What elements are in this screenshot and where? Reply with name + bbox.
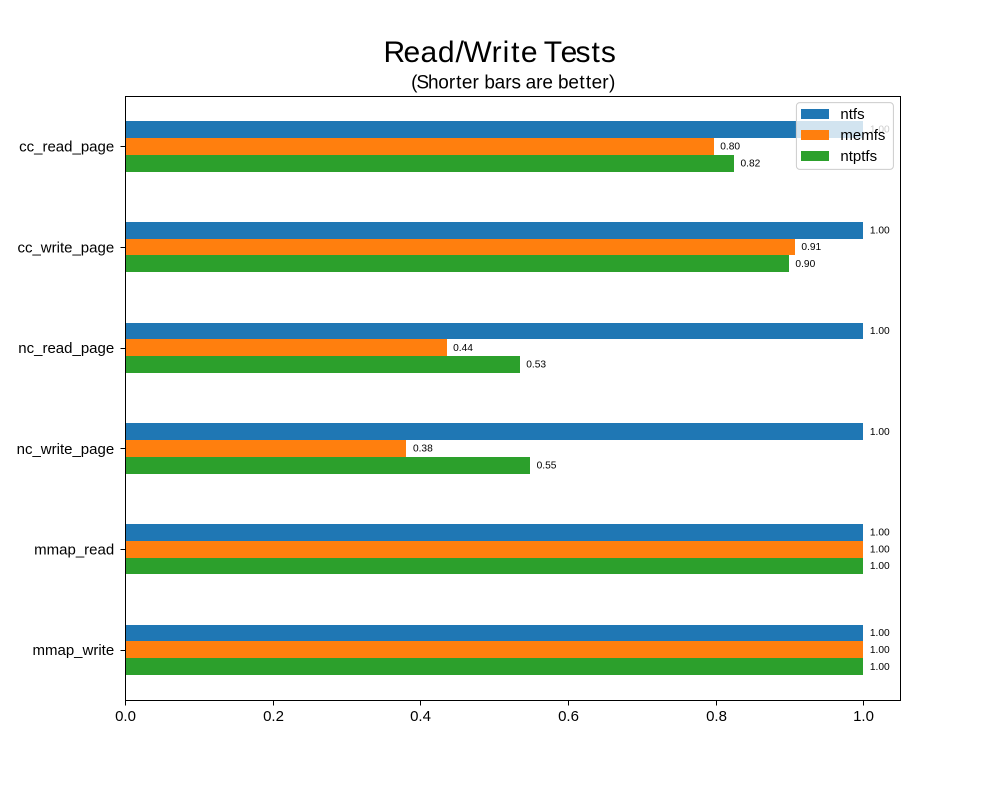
svg-text:1.00: 1.00 [870,544,890,555]
svg-text:1.00: 1.00 [870,225,890,236]
svg-text:1.00: 1.00 [870,528,890,539]
svg-text:0.80: 0.80 [720,142,740,153]
svg-text:mmap_write: mmap_write [33,642,115,659]
svg-text:0.2: 0.2 [263,708,284,725]
svg-text:nc_read_page: nc_read_page [18,340,114,357]
svg-text:0.91: 0.91 [801,242,821,253]
svg-text:0.55: 0.55 [537,460,557,471]
svg-text:ntptfs: ntptfs [840,148,877,165]
svg-text:0.0: 0.0 [115,708,136,725]
svg-text:0.4: 0.4 [410,708,431,725]
svg-text:mmap_read: mmap_read [34,542,114,559]
svg-text:nc_write_page: nc_write_page [17,441,115,458]
svg-text:1.00: 1.00 [870,427,890,438]
svg-text:0.82: 0.82 [741,158,761,169]
svg-text:Read/Write Tests: Read/Write Tests [384,36,616,69]
svg-text:1.0: 1.0 [853,708,874,725]
svg-text:0.38: 0.38 [413,444,433,455]
svg-text:0.6: 0.6 [558,708,579,725]
svg-text:ntfs: ntfs [840,106,864,123]
svg-text:1.00: 1.00 [870,561,890,572]
svg-text:0.53: 0.53 [526,360,546,371]
svg-text:memfs: memfs [840,127,885,144]
svg-text:cc_write_page: cc_write_page [17,239,114,256]
svg-text:cc_read_page: cc_read_page [19,139,114,156]
svg-text:(Shorter bars are better): (Shorter bars are better) [411,73,615,94]
svg-text:1.00: 1.00 [870,326,890,337]
svg-text:1.00: 1.00 [870,645,890,656]
svg-text:1.00: 1.00 [870,662,890,673]
svg-text:0.8: 0.8 [706,708,727,725]
svg-text:0.90: 0.90 [795,259,815,270]
svg-text:1.00: 1.00 [870,628,890,639]
svg-text:0.44: 0.44 [453,343,473,354]
